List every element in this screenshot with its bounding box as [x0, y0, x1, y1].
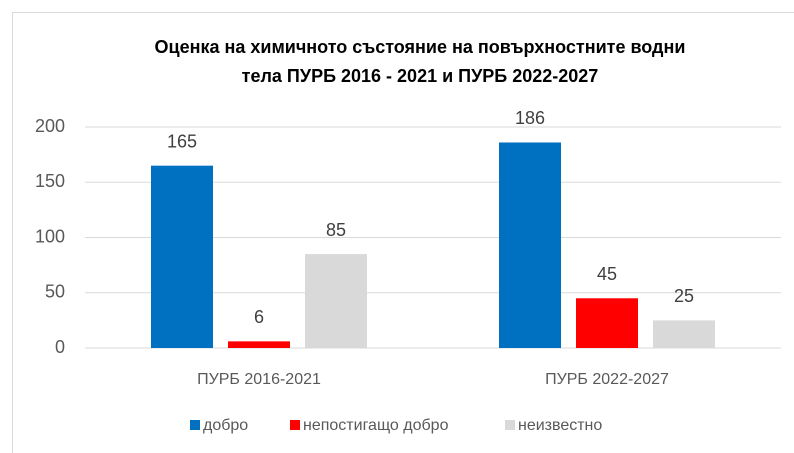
chart-title: Оценка на химичното състояние на повърхн…: [155, 37, 686, 57]
chart-border: [12, 12, 794, 453]
legend-swatch: [190, 420, 200, 430]
x-tick-label: ПУРБ 2022-2027: [545, 371, 669, 388]
y-tick-label: 150: [35, 171, 65, 191]
bar: [499, 142, 561, 348]
data-label: 165: [167, 131, 197, 151]
data-label: 85: [326, 220, 346, 240]
chart-title: тела ПУРБ 2016 - 2021 и ПУРБ 2022-2027: [242, 66, 599, 86]
data-label: 186: [515, 108, 545, 128]
legend-label: добро: [203, 417, 248, 434]
y-tick-label: 0: [55, 337, 65, 357]
bar: [576, 298, 638, 348]
legend-swatch: [505, 420, 515, 430]
y-tick-label: 100: [35, 226, 65, 246]
legend-label: непостигащо добро: [303, 417, 449, 434]
data-label: 25: [674, 286, 694, 306]
bar: [228, 341, 290, 348]
data-label: 6: [254, 307, 264, 327]
x-tick-label: ПУРБ 2016-2021: [197, 371, 321, 388]
bar: [151, 165, 213, 348]
y-tick-label: 50: [45, 282, 65, 302]
data-label: 45: [597, 264, 617, 284]
legend-label: неизвестно: [518, 417, 602, 434]
y-tick-label: 200: [35, 116, 65, 136]
legend-swatch: [290, 420, 300, 430]
bar: [653, 320, 715, 348]
bar: [305, 254, 367, 348]
